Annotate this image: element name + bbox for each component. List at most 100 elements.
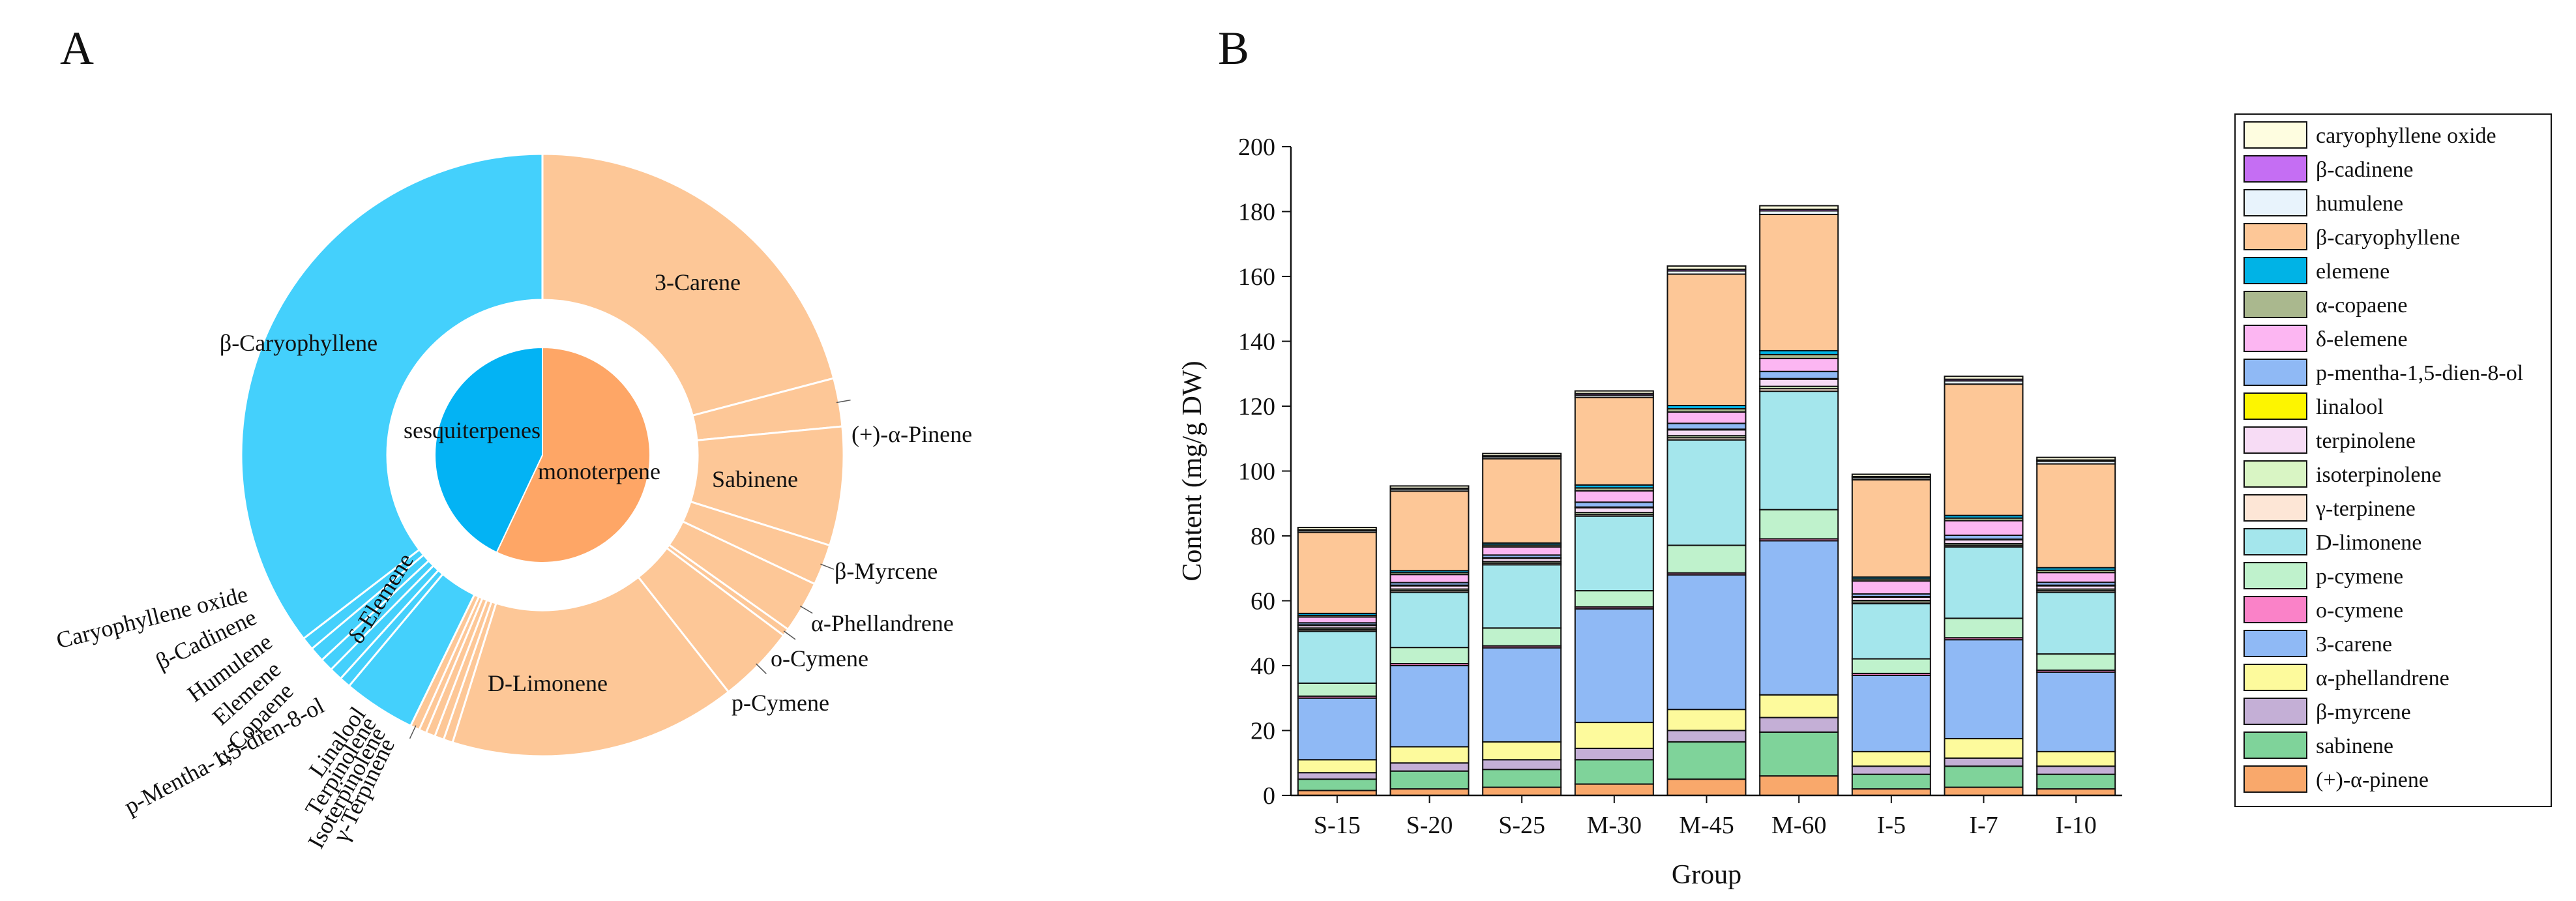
leader-line-phellandrene (799, 605, 813, 614)
bar-m-45-3-carene (1666, 574, 1747, 711)
bar-i-7-caryophyllene-oxide (1944, 376, 2024, 380)
bar-m-30-p-cymene (1574, 590, 1654, 608)
bar-s-15-phellandrene (1297, 759, 1377, 774)
legend-swatch-myrcene (2243, 698, 2307, 725)
panel-letter-b: B (1218, 22, 1249, 74)
inner-label-monoterpene: monoterpene (538, 458, 660, 484)
legend-label-caryophyllene-oxide: caryophyllene oxide (2316, 124, 2496, 148)
bar-s-15-caryophyllene (1297, 531, 1377, 614)
bar-m-60-pinene (1759, 775, 1839, 797)
bar-i-10-d-limonene (2036, 591, 2116, 655)
bar-s-25-elemene (1482, 546, 1562, 556)
bar-i-7-phellandrene (1944, 737, 2024, 759)
bar-s-20-caryophyllene (1389, 490, 1470, 572)
bar-m-45-p-mentha-1-5-dien-8-ol (1666, 422, 1747, 430)
y-tick-label-100: 100 (1238, 458, 1275, 486)
legend-label-p-cymene: p-cymene (2316, 565, 2403, 589)
bar-i-5-p-cymene (1851, 658, 1931, 674)
legend-swatch-elemene (2243, 257, 2307, 284)
bar-s-20-caryophyllene-oxide (1389, 485, 1470, 489)
bar-i-7-myrcene (1944, 757, 2024, 767)
slice-label-sabinene: Sabinene (712, 466, 798, 492)
bar-m-45-myrcene (1666, 730, 1747, 743)
bar-i-5-d-limonene (1851, 602, 1931, 660)
bar-m-45-terpinolene (1666, 429, 1747, 437)
legend-label-pinene: (+)-α-pinene (2316, 768, 2429, 792)
legend-label-d-limonene: D-limonene (2316, 531, 2421, 555)
sunburst-slice-3-carene (541, 153, 835, 417)
legend-label-terpinene: γ-terpinene (2315, 497, 2416, 521)
bar-m-45-caryophyllene (1666, 273, 1747, 407)
bar-i-5-pinene (1851, 788, 1931, 797)
bar-i-10-sabinene (2036, 773, 2116, 790)
slice-label-3-carene: 3-Carene (655, 269, 741, 295)
bar-i-10-elemene (2036, 572, 2116, 583)
bar-m-30-d-limonene (1574, 515, 1654, 592)
x-tick-label-m-30: M-30 (1587, 812, 1642, 839)
bar-i-7-elemene (1944, 520, 2024, 537)
y-tick-label-60: 60 (1251, 588, 1275, 615)
sunburst-slice-caryophyllene (240, 153, 544, 640)
slice-label-pinene: (+)-α-Pinene (851, 421, 972, 447)
bar-i-7-sabinene (1944, 765, 2024, 788)
legend-label-elemene: elemene (2316, 259, 2390, 284)
bar-m-60-d-limonene (1759, 391, 1839, 510)
y-tick-label-40: 40 (1251, 653, 1275, 680)
slice-label-o-cymene: o-Cymene (771, 645, 868, 672)
legend-label-o-cymene: o-cymene (2316, 598, 2403, 623)
sunburst-slice-d-limonene (451, 576, 730, 758)
leader-line-o-cymene (783, 630, 796, 640)
bar-i-5-caryophyllene-oxide (1851, 473, 1931, 477)
x-tick-label-m-60: M-60 (1771, 812, 1826, 839)
x-tick-label-i-7: I-7 (1969, 812, 1998, 839)
bar-s-20-pinene (1389, 788, 1470, 797)
bar-m-45-p-cymene (1666, 544, 1747, 574)
bar-s-20-myrcene (1389, 762, 1470, 772)
x-tick-label-m-45: M-45 (1679, 812, 1734, 839)
bar-m-60-terpinolene (1759, 378, 1839, 387)
bar-i-10-phellandrene (2036, 750, 2116, 767)
bar-i-10-p-cymene (2036, 653, 2116, 671)
bar-i-10-caryophyllene (2036, 463, 2116, 569)
x-tick-label-i-10: I-10 (2056, 812, 2097, 839)
bar-m-30-pinene (1574, 783, 1654, 797)
bar-s-25-pinene (1482, 786, 1562, 796)
bar-i-7-d-limonene (1944, 546, 2024, 619)
x-tick-label-i-5: I-5 (1877, 812, 1906, 839)
legend-label-elemene: δ-elemene (2316, 327, 2408, 351)
bar-m-45-caryophyllene-oxide (1666, 265, 1747, 271)
bar-m-30-caryophyllene-oxide (1574, 390, 1654, 394)
y-tick-label-160: 160 (1238, 263, 1275, 291)
legend-swatch-terpinolene (2243, 426, 2307, 454)
leader-line-p-mentha-1-5-dien-8-ol (409, 725, 417, 739)
legend-swatch-humulene (2243, 189, 2307, 216)
bar-i-10-pinene (2036, 788, 2116, 797)
bar-s-20-d-limonene (1389, 591, 1470, 649)
bar-m-45-sabinene (1666, 741, 1747, 780)
bar-m-30-phellandrene (1574, 722, 1654, 749)
legend-label-3-carene: 3-carene (2316, 632, 2392, 657)
legend-swatch-3-carene (2243, 630, 2307, 657)
legend-label-isoterpinolene: isoterpinolene (2316, 463, 2442, 487)
bar-m-45-elemene (1666, 411, 1747, 424)
bar-i-10-myrcene (2036, 765, 2116, 775)
bar-s-15-elemene (1297, 616, 1377, 624)
legend-swatch-p-cymene (2243, 562, 2307, 589)
legend-label-sabinene: sabinene (2316, 734, 2393, 758)
bar-i-5-sabinene (1851, 773, 1931, 790)
legend-label-myrcene: β-myrcene (2316, 700, 2411, 724)
legend-swatch-p-mentha-1-5-dien-8-ol (2243, 359, 2307, 386)
slice-label-myrcene: β-Myrcene (835, 558, 938, 584)
bar-m-30-p-mentha-1-5-dien-8-ol (1574, 501, 1654, 508)
bar-i-10-caryophyllene-oxide (2036, 456, 2116, 461)
bar-s-15-p-cymene (1297, 682, 1377, 697)
bar-s-25-phellandrene (1482, 741, 1562, 761)
legend-swatch-sabinene (2243, 731, 2307, 759)
legend-label-terpinolene: terpinolene (2316, 429, 2416, 453)
bar-i-5-myrcene (1851, 765, 1931, 775)
bar-s-15-myrcene (1297, 772, 1377, 780)
bar-m-30-3-carene (1574, 608, 1654, 724)
bar-s-15-caryophyllene-oxide (1297, 527, 1377, 531)
legend-label-copaene: α-copaene (2316, 293, 2408, 318)
